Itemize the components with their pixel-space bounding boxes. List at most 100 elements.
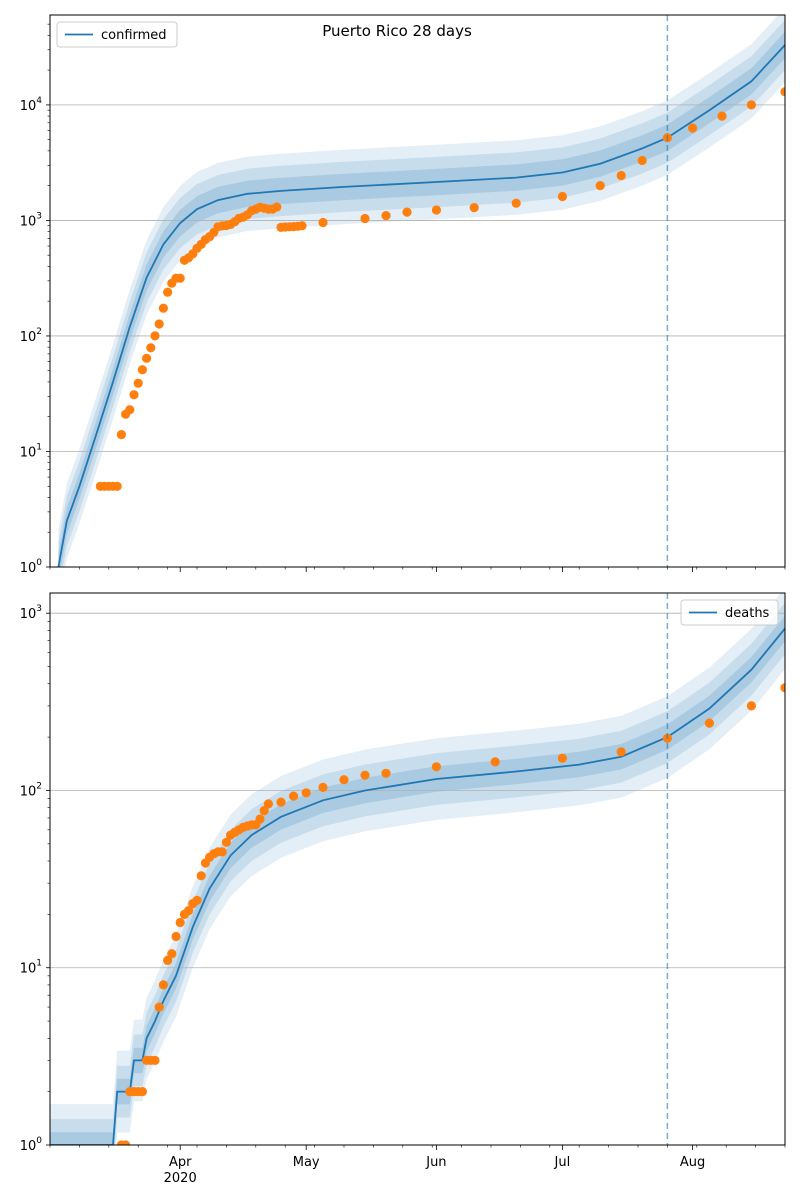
y-tick-label: 102 bbox=[20, 327, 42, 345]
observed-point bbox=[158, 303, 168, 313]
observed-point bbox=[511, 198, 521, 208]
confirmed-uncertainty-bands bbox=[58, 15, 785, 567]
observed-point bbox=[780, 87, 785, 97]
observed-point bbox=[637, 155, 647, 166]
legend-box bbox=[680, 599, 779, 626]
observed-point bbox=[717, 111, 727, 121]
observed-point bbox=[490, 757, 500, 767]
observed-point bbox=[297, 221, 307, 231]
observed-point bbox=[154, 1002, 164, 1012]
observed-point bbox=[196, 871, 206, 881]
observed-point bbox=[175, 917, 185, 928]
bottom-legend: deaths bbox=[680, 599, 779, 626]
observed-point bbox=[163, 287, 173, 297]
top-panel-frame bbox=[49, 14, 786, 568]
observed-point bbox=[217, 847, 227, 857]
observed-point bbox=[402, 207, 412, 217]
y-tick-label: 100 bbox=[20, 1136, 43, 1154]
observed-point bbox=[171, 931, 181, 942]
observed-point bbox=[746, 100, 757, 110]
bottom-panel-y-ticks: 100 101 102 103 bbox=[20, 604, 50, 1154]
observed-point bbox=[704, 718, 715, 728]
observed-point bbox=[360, 770, 370, 780]
observed-point bbox=[112, 481, 122, 491]
observed-point bbox=[137, 365, 147, 375]
observed-point bbox=[154, 319, 164, 329]
chart-title: Puerto Rico 28 days bbox=[322, 22, 472, 40]
observed-point bbox=[381, 211, 391, 221]
observed-point bbox=[616, 747, 626, 757]
uncertainty-band bbox=[58, 19, 785, 567]
observed-point bbox=[381, 768, 391, 778]
observed-point bbox=[133, 378, 143, 388]
observed-point bbox=[175, 273, 185, 283]
confirmed-observed-points bbox=[95, 87, 785, 491]
observed-point bbox=[746, 701, 757, 711]
uncertainty-band bbox=[58, 15, 785, 567]
observed-point bbox=[167, 949, 177, 959]
x-tick-label: Apr bbox=[169, 1155, 192, 1170]
observed-point bbox=[688, 123, 698, 133]
y-tick-label: 103 bbox=[20, 604, 42, 622]
median-line bbox=[57, 44, 785, 567]
legend-box bbox=[56, 21, 178, 48]
observed-point bbox=[184, 906, 194, 916]
bottom-panel-gridlines bbox=[50, 612, 785, 969]
observed-point bbox=[146, 343, 156, 353]
observed-point bbox=[780, 683, 785, 693]
observed-point bbox=[557, 753, 568, 763]
observed-point bbox=[276, 797, 286, 807]
observed-point bbox=[339, 775, 349, 785]
observed-point bbox=[318, 217, 328, 228]
axes-frame bbox=[49, 14, 786, 568]
observed-point bbox=[431, 205, 441, 215]
top-panel-x-ticks bbox=[49, 567, 786, 572]
observed-point bbox=[163, 955, 173, 966]
observed-point bbox=[557, 191, 568, 202]
observed-point bbox=[263, 799, 273, 809]
y-tick-label: 104 bbox=[20, 96, 43, 114]
observed-point bbox=[125, 405, 135, 415]
x-tick-label: Aug bbox=[680, 1155, 705, 1170]
observed-point bbox=[121, 1140, 131, 1145]
deaths-observed-points bbox=[116, 683, 785, 1145]
observed-point bbox=[301, 788, 311, 798]
y-tick-label: 103 bbox=[20, 211, 42, 229]
observed-point bbox=[431, 762, 441, 772]
uncertainty-band bbox=[50, 602, 785, 1145]
observed-point bbox=[150, 331, 160, 341]
legend-label: deaths bbox=[725, 606, 770, 621]
observed-point bbox=[255, 814, 265, 824]
observed-point bbox=[272, 202, 282, 212]
observed-point bbox=[150, 1055, 160, 1065]
observed-point bbox=[469, 203, 479, 213]
observed-point bbox=[142, 353, 152, 363]
bottom-panel-frame bbox=[49, 592, 786, 1146]
observed-point bbox=[158, 980, 168, 990]
y-tick-label: 101 bbox=[20, 959, 42, 977]
observed-point bbox=[221, 837, 231, 847]
x-tick-label: Jul bbox=[554, 1155, 571, 1170]
y-tick-label: 101 bbox=[20, 442, 42, 460]
observed-point bbox=[192, 895, 202, 905]
x-tick-label: May bbox=[293, 1155, 320, 1170]
observed-point bbox=[595, 181, 605, 191]
observed-point bbox=[318, 782, 328, 793]
observed-point bbox=[360, 213, 370, 224]
y-tick-label: 100 bbox=[20, 558, 43, 576]
axes-frame bbox=[49, 592, 786, 1146]
median-line bbox=[50, 627, 785, 1145]
observed-point bbox=[259, 806, 269, 816]
uncertainty-band bbox=[50, 593, 785, 1145]
deaths-uncertainty-bands bbox=[50, 593, 785, 1145]
legend-label: confirmed bbox=[101, 28, 167, 43]
y-tick-label: 102 bbox=[20, 781, 42, 799]
observed-point bbox=[616, 170, 626, 181]
top-panel-confirmed: 100 101 102 103 104 Puerto Rico 28 days conf… bbox=[20, 14, 786, 576]
uncertainty-band bbox=[50, 615, 785, 1145]
top-legend: confirmed bbox=[56, 21, 178, 48]
x-tick-label: Jun bbox=[425, 1155, 446, 1170]
deaths-median-line bbox=[50, 627, 785, 1145]
